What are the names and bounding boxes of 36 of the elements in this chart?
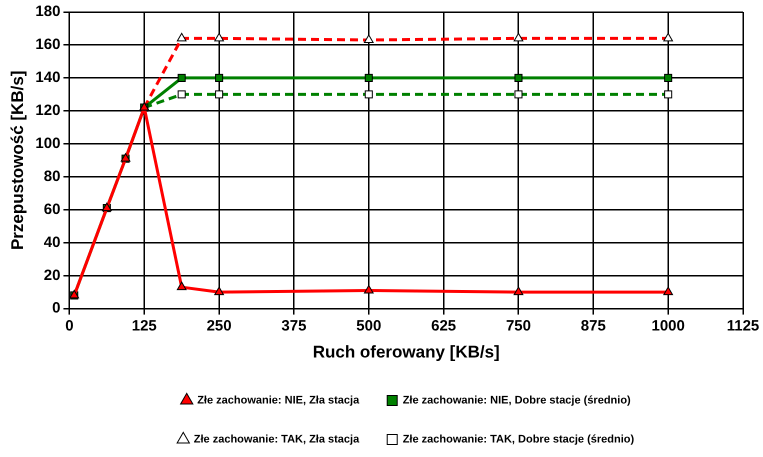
y-tick-label: 140 [35,69,60,86]
y-tick-label: 0 [52,300,60,317]
x-tick-label: 625 [431,318,456,335]
point [514,74,523,82]
point [176,282,187,290]
x-tick-label: 750 [506,318,531,335]
x-tick-label: 1000 [651,318,685,335]
y-tick-label: 20 [44,266,60,284]
y-tick-label: 160 [35,36,60,54]
point [664,74,672,82]
x-tick-label: 0 [65,318,74,335]
point [215,74,224,82]
point [364,74,373,82]
x-tick-label: 875 [580,318,606,335]
y-tick-label: 180 [35,3,60,20]
y-axis-title: Przepustowość [KB/s] [8,70,27,250]
x-tick-label: 250 [206,318,232,335]
legend-label: Złe zachowanie: NIE, Dobre stacje (średnio) [402,394,632,407]
legend-label: Złe zachowanie: TAK, Zła stacja [194,434,360,446]
x-tick-label: 500 [356,318,382,335]
point [364,284,374,294]
x-tick-label: 125 [132,318,157,335]
point [214,286,224,296]
y-tick-label: 40 [44,234,60,251]
y-tick-label: 120 [35,102,60,120]
point [663,286,673,296]
point [514,286,524,296]
y-tick-label: 60 [44,200,60,218]
x-tick-label: 1125 [726,318,760,335]
legend-label: Złe zachowanie: TAK, Dobre stacje (średnio) [402,434,634,446]
y-tick-label: 100 [35,134,60,152]
x-axis-title: Ruch oferowany [KB/s] [312,342,500,362]
x-tick-label: 375 [281,318,306,335]
legend-label: Złe zachowanie: NIE, Zła stacja [197,394,360,407]
point [178,74,186,82]
y-tick-label: 80 [44,168,60,185]
